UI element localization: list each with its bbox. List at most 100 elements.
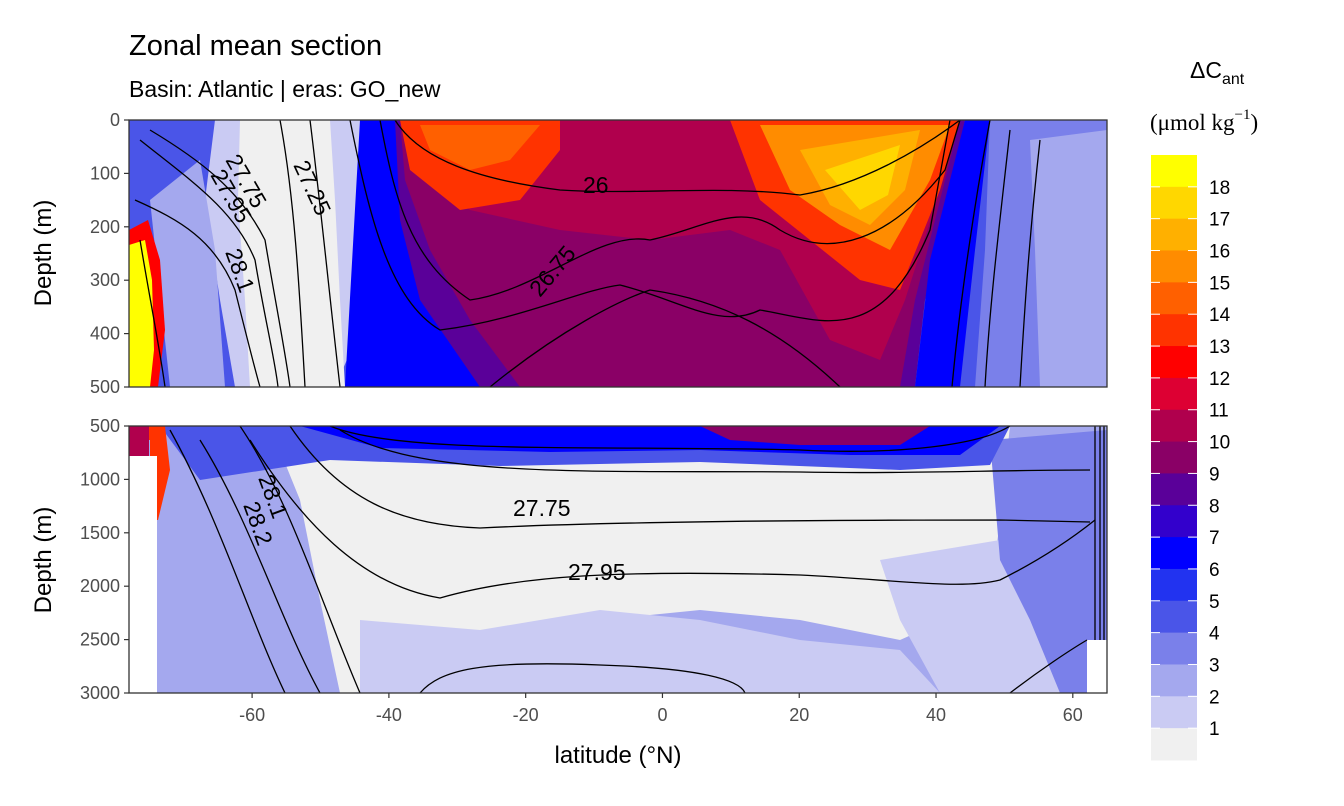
upper-y-tick-label-0: 0	[110, 110, 120, 130]
legend-label-2: 16	[1209, 242, 1230, 263]
upper-y-tick-label-4: 400	[90, 324, 120, 344]
upper-nh-blue-edge	[915, 120, 990, 387]
lower-isopycnals	[169, 426, 1105, 693]
isopycnal-27-5	[279, 120, 306, 387]
legend-swatch-5	[1151, 314, 1197, 347]
legend-swatch-14	[1151, 600, 1197, 634]
legend-label-14: 4	[1209, 624, 1220, 645]
lower-nh-mid	[990, 430, 1107, 693]
isopycnal-28-2-lower	[169, 429, 286, 693]
upper-panel-border	[128, 119, 1108, 388]
y-axis-title-lower: Depth (m)	[30, 507, 57, 614]
isopycnal-28-1-lower	[199, 439, 321, 693]
x-tick-label-2: -20	[513, 705, 539, 725]
legend-swatch-18	[1151, 728, 1197, 761]
legend-label-1: 17	[1209, 210, 1230, 231]
legend-label-12: 6	[1209, 560, 1220, 581]
upper-blue-wedge	[345, 120, 520, 387]
legend-label-11: 7	[1209, 528, 1220, 549]
legend-label-9: 9	[1209, 464, 1220, 485]
upper-y-tick-label-2: 200	[90, 217, 120, 237]
legend-label-0: 18	[1209, 178, 1230, 199]
legend-swatch-3	[1151, 250, 1197, 283]
legend-title-subscript: ant	[1222, 71, 1245, 88]
x-tick-label-1: -40	[376, 705, 402, 725]
legend-swatch-9	[1151, 441, 1197, 474]
x-tick-label-6: 60	[1063, 705, 1083, 725]
isopycnal-nh-wall	[1094, 426, 1105, 640]
legend-swatch-12	[1151, 537, 1197, 570]
legend-label-17: 1	[1209, 719, 1220, 740]
legend-colorbar: 18 17 16 15 14 13 12 11 10 9 8 7 6 5 4 3 2 1	[1151, 155, 1231, 761]
x-axis-title: latitude (°N)	[555, 742, 682, 769]
lower-contour-labels: 28.1 28.2 27.75 27.95	[238, 471, 625, 585]
isopycnal-27-75	[149, 129, 291, 387]
upper-panel-field	[129, 120, 1107, 387]
isopycnal-27-75-lower	[289, 426, 1091, 529]
isopycnal-deep-south	[139, 239, 166, 387]
legend-swatch-11	[1151, 505, 1197, 538]
chart-subtitle: Basin: Atlantic | eras: GO_new	[129, 76, 441, 102]
isopycnal-nh-1	[951, 120, 991, 387]
lower-pale-band	[360, 610, 940, 693]
lower-y-tick-label-1: 1000	[80, 469, 120, 489]
upper-isopycnals	[134, 120, 1041, 387]
isopycnal-27-5-lower	[239, 426, 361, 693]
lower-panel-field	[129, 426, 1107, 693]
upper-gold-north	[825, 145, 900, 210]
legend-label-5: 13	[1209, 337, 1230, 358]
x-tick-label-3: 0	[657, 705, 667, 725]
legend-swatch-7	[1151, 377, 1197, 411]
legend-label-13: 5	[1209, 592, 1220, 613]
legend-title-main: ΔCant	[1190, 57, 1245, 88]
isopycnal-lower-2	[339, 429, 1091, 474]
upper-y-tick-label-3: 300	[90, 270, 120, 290]
isopycnal-deep-tropics	[489, 289, 841, 387]
legend-swatch-8	[1151, 409, 1197, 443]
legend-label-8: 10	[1209, 433, 1230, 454]
lower-sh-red	[129, 426, 170, 520]
legend-title-unit: (μmol kg−1)	[1150, 107, 1258, 135]
legend-title-symbol: ΔC	[1190, 57, 1222, 83]
isopycnal-nh-2	[984, 129, 1011, 387]
isopycnal-27-95-lower	[249, 439, 1096, 599]
upper-y-tick-label-1: 100	[90, 163, 120, 183]
lower-y-tick-label-0: 500	[90, 416, 120, 436]
legend: ΔCant (μmol kg−1) 1817161514131211109876…	[1150, 57, 1258, 761]
x-tick-label-5: 40	[926, 705, 946, 725]
contour-label-lower-27-75: 27.75	[513, 495, 571, 521]
lower-sh-white-gap	[129, 456, 157, 693]
lower-white-core	[270, 426, 1010, 693]
isopycnal-26-75	[379, 120, 961, 301]
upper-y-tick-label-5: 500	[90, 377, 120, 397]
legend-label-4: 14	[1209, 305, 1231, 326]
legend-unit-text: (μmol kg	[1150, 110, 1235, 135]
isopycnal-27	[349, 120, 951, 331]
legend-label-6: 12	[1209, 369, 1230, 390]
isopycnal-28-1	[134, 199, 261, 387]
legend-swatch-4	[1151, 282, 1197, 315]
upper-orange-south	[420, 125, 540, 170]
lower-nh-white-gap	[1087, 640, 1107, 693]
x-tick-label-0: -60	[239, 705, 265, 725]
upper-sh-core-yellow	[129, 240, 154, 387]
x-tick-label-4: 20	[789, 705, 809, 725]
isopycnal-27-95	[139, 139, 279, 387]
lower-top-purple	[700, 426, 930, 445]
legend-swatch-6	[1151, 346, 1197, 379]
legend-swatch-15	[1151, 632, 1197, 665]
lower-y-tick-label-2: 1500	[80, 523, 120, 543]
isopycnal-nh-bottom	[1009, 639, 1088, 693]
lower-sh-maroon	[129, 426, 149, 456]
lower-y-tick-label-4: 2500	[80, 630, 120, 650]
legend-unit-close: )	[1251, 110, 1259, 135]
legend-swatch-17	[1151, 696, 1197, 729]
upper-sh-white-band	[238, 120, 345, 387]
legend-swatch-2	[1151, 218, 1197, 252]
legend-swatch-13	[1151, 568, 1197, 602]
contour-label-lower-27-95: 27.95	[568, 559, 626, 585]
lower-y-tick-label-3: 2000	[80, 576, 120, 596]
legend-swatch-16	[1151, 664, 1197, 697]
lower-y-tick-label-5: 3000	[80, 683, 120, 703]
